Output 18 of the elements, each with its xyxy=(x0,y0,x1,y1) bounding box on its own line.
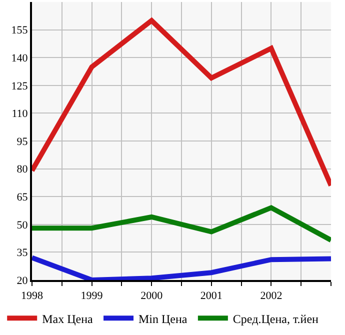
x-tick-label: 2002 xyxy=(260,290,282,302)
legend-label: Сред.Цена, т.йен xyxy=(232,312,320,326)
y-tick-label: 125 xyxy=(11,80,28,92)
x-tick-label: 2000 xyxy=(140,290,164,302)
y-tick-label: 65 xyxy=(16,191,28,204)
legend-label: Min Цена xyxy=(138,312,188,326)
y-tick-label: 50 xyxy=(16,219,28,232)
y-tick-label: 35 xyxy=(16,247,28,260)
y-tick-label: 140 xyxy=(11,52,28,64)
x-tick-label: 1998 xyxy=(21,290,44,302)
y-tick-label: 155 xyxy=(11,24,28,37)
y-tick-label: 80 xyxy=(16,164,28,176)
y-tick-label: 95 xyxy=(16,136,28,148)
x-tick-label: 1999 xyxy=(80,290,104,302)
x-tick-label: 2001 xyxy=(200,290,222,302)
y-tick-label: 20 xyxy=(16,274,28,287)
y-tick-label: 110 xyxy=(12,108,28,120)
legend-label: Max Цена xyxy=(42,312,94,326)
